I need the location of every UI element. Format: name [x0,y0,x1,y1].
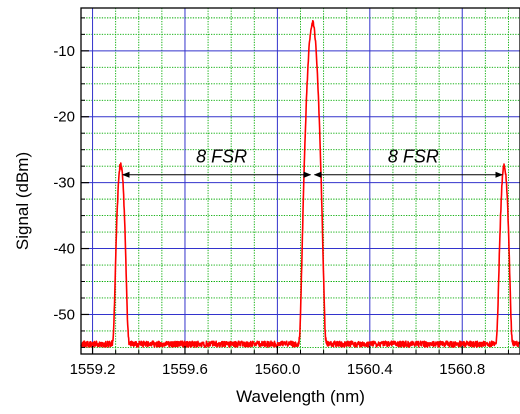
axis-ticks [81,17,509,354]
series-layer [80,19,520,348]
major-grid [81,8,520,354]
tick-labels: 1559.2 1559.6 1560.0 1560.4 1560.8 -10 -20 -30 -… [53,43,485,378]
y-tick-label: -10 [53,43,75,60]
annotation-layer: 8 FSR 8 FSR [121,147,504,178]
fsr-label: 8 FSR [388,147,439,167]
y-tick-label: -50 [53,306,75,323]
spectrum-trace [80,19,520,348]
y-tick-label: -40 [53,241,75,258]
x-tick-label: 1559.6 [162,361,208,378]
fsr-label: 8 FSR [196,147,247,167]
x-axis-label: Wavelength (nm) [236,387,365,406]
y-tick-label: -30 [53,175,75,192]
y-axis-label: Signal (dBm) [13,152,32,250]
x-tick-label: 1560.8 [439,361,485,378]
x-tick-label: 1559.2 [70,361,116,378]
minor-grid [81,8,520,354]
x-tick-label: 1560.4 [347,361,393,378]
y-tick-label: -20 [53,109,75,126]
x-tick-label: 1560.0 [254,361,300,378]
